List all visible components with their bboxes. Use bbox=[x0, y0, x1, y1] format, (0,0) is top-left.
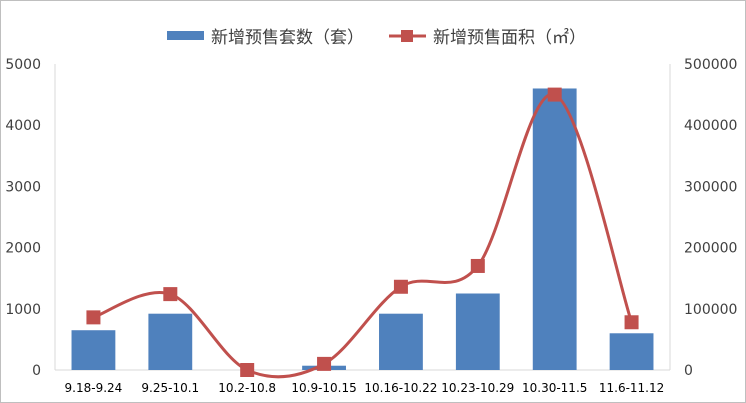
line-marker bbox=[393, 279, 408, 294]
line-marker bbox=[240, 363, 255, 377]
legend-label-line: 新增预售面积（㎡） bbox=[433, 28, 586, 48]
right-tick-label: 400000 bbox=[684, 118, 737, 134]
bar bbox=[379, 313, 423, 370]
x-tick-label: 10.23-10.29 bbox=[441, 381, 514, 395]
right-tick-label: 100000 bbox=[684, 302, 737, 318]
legend: 新增预售套数（套） 新增预售面积（㎡） bbox=[167, 28, 586, 48]
bar bbox=[609, 333, 654, 370]
left-tick-label: 5000 bbox=[5, 57, 41, 73]
bars bbox=[71, 88, 654, 370]
right-ticks: 0 100000 200000 300000 400000 500000 bbox=[684, 57, 737, 379]
bar bbox=[148, 313, 193, 370]
legend-label-bar: 新增预售套数（套） bbox=[211, 28, 364, 48]
left-tick-label: 1000 bbox=[5, 302, 41, 318]
line-marker bbox=[547, 87, 562, 102]
line-marker bbox=[86, 310, 101, 325]
x-ticks: 9.18-9.24 9.25-10.1 10.2-10.8 10.9-10.15 10.… bbox=[65, 381, 665, 395]
left-tick-label: 3000 bbox=[5, 179, 41, 195]
left-tick-label: 0 bbox=[32, 363, 41, 379]
line-marker bbox=[317, 356, 332, 371]
right-tick-label: 0 bbox=[684, 363, 693, 379]
x-tick-label: 10.2-10.8 bbox=[218, 381, 276, 395]
x-tick-label: 10.30-11.5 bbox=[522, 381, 587, 395]
x-tick-label: 9.25-10.1 bbox=[141, 381, 199, 395]
legend-swatch-bar bbox=[167, 31, 204, 40]
x-tick-label: 10.16-10.22 bbox=[364, 381, 437, 395]
line-marker bbox=[470, 258, 485, 273]
line-markers bbox=[86, 87, 639, 377]
right-tick-label: 300000 bbox=[684, 179, 737, 195]
x-tick-label: 10.9-10.15 bbox=[291, 381, 356, 395]
x-tick-label: 9.18-9.24 bbox=[65, 381, 123, 395]
left-tick-label: 4000 bbox=[5, 118, 41, 134]
x-tick-label: 11.6-11.12 bbox=[599, 381, 664, 395]
line-marker bbox=[163, 287, 178, 302]
right-tick-label: 200000 bbox=[684, 241, 737, 257]
bar bbox=[455, 293, 500, 370]
left-ticks: 0 1000 2000 3000 4000 5000 bbox=[5, 57, 41, 379]
left-tick-label: 2000 bbox=[5, 241, 41, 257]
right-tick-label: 500000 bbox=[684, 57, 737, 73]
bar bbox=[71, 330, 116, 370]
legend-swatch-marker bbox=[401, 30, 413, 42]
line-marker bbox=[624, 315, 639, 330]
bar bbox=[532, 88, 577, 370]
